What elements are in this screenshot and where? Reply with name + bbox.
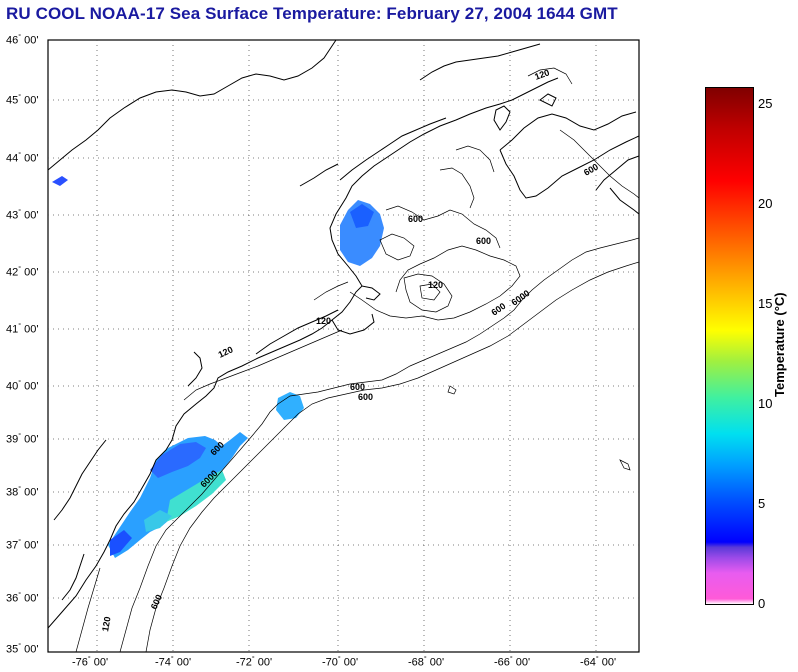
- lon-label: -64° 00': [579, 656, 617, 669]
- colorbar-tick: 10: [758, 396, 773, 411]
- lat-label: 43° 00': [6, 209, 39, 222]
- isobath-label: 600: [476, 236, 491, 246]
- colorbar-tick: 20: [758, 196, 773, 211]
- lat-label: 46° 00': [6, 34, 39, 47]
- sst-patch-inland: [52, 176, 68, 186]
- lat-label: 42° 00': [6, 266, 39, 279]
- colorbar-tick: 25: [758, 96, 773, 111]
- graticule: [48, 40, 639, 652]
- colorbar-tick: 5: [758, 496, 766, 511]
- isobaths: [75, 67, 639, 652]
- map-title: RU COOL NOAA-17 Sea Surface Temperature:…: [6, 4, 618, 23]
- lat-label: 36° 00': [6, 592, 39, 605]
- sst-patch-shelf: [144, 510, 172, 532]
- sst-patch-midatlantic: [108, 432, 248, 558]
- colorbar-tick: 0: [758, 596, 766, 611]
- lon-label: -66° 00': [493, 656, 531, 669]
- sst-patch-cold-south: [110, 530, 132, 556]
- lat-label: 37° 00': [6, 539, 39, 552]
- isobath-label: 600: [408, 214, 423, 224]
- sst-patch-shelfbreak: [276, 392, 304, 420]
- lon-label: -76° 00': [71, 656, 109, 669]
- coastline: [48, 40, 639, 629]
- lon-label: -68° 00': [407, 656, 445, 669]
- lat-label: 40° 00': [6, 380, 39, 393]
- isobath-label: 120: [316, 316, 331, 326]
- lat-label: 45° 00': [6, 94, 39, 107]
- isobath-label: 600: [350, 382, 365, 392]
- colorbar-tick: 15: [758, 296, 773, 311]
- temperature-colorbar: [705, 87, 754, 605]
- lat-label: 44° 00': [6, 152, 39, 165]
- lat-label: 39° 00': [6, 433, 39, 446]
- isobath-label: 120: [100, 616, 112, 633]
- map-frame: [47, 39, 640, 653]
- lat-label: 41° 00': [6, 323, 39, 336]
- lon-label: -70° 00': [321, 656, 359, 669]
- isobath-label: 120: [533, 67, 551, 82]
- isobath-label: 600: [358, 392, 373, 402]
- lon-label: -74° 00': [154, 656, 192, 669]
- sst-patch-gulf-cold: [350, 204, 374, 228]
- colorbar-label: Temperature (°C): [772, 291, 787, 397]
- lat-label: 35° 00': [6, 643, 39, 656]
- sst-patch-gulf-of-maine: [340, 200, 384, 266]
- isobath-label: 120: [428, 280, 443, 290]
- lon-label: -72° 00': [235, 656, 273, 669]
- sst-patch-cold-band: [150, 442, 206, 478]
- lat-label: 38° 00': [6, 486, 39, 499]
